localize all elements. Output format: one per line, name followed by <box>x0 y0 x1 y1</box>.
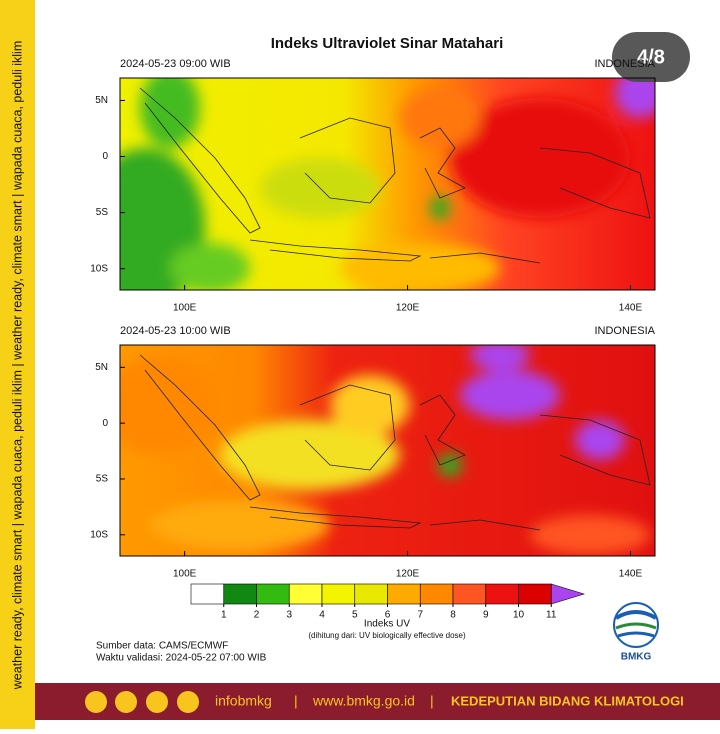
panel-region: INDONESIA <box>594 325 655 337</box>
colorbar-segment <box>256 583 290 605</box>
colorbar-segment <box>288 583 323 605</box>
footer-handle: infobmkg <box>215 693 272 709</box>
colorbar-segment <box>419 583 454 605</box>
lon-tick-label: 100E <box>173 569 197 580</box>
footer-separator: | <box>430 693 434 709</box>
colorbar-tick-label: 8 <box>450 610 456 621</box>
panel-time: 2024-05-23 10:00 WIB <box>120 325 231 337</box>
colorbar-tick-label: 1 <box>221 610 227 621</box>
colorbar-tick-label: 4 <box>319 610 325 621</box>
map-frame <box>119 77 656 291</box>
side-band <box>0 0 35 729</box>
bmkg-logo <box>613 602 659 648</box>
colorbar-note: (dihitung dari: UV biologically effectiv… <box>308 631 466 640</box>
colorbar-segment <box>223 583 257 605</box>
footer-department: KEDEPUTIAN BIDANG KLIMATOLOGI <box>451 693 684 708</box>
colorbar-tick-label: 9 <box>483 610 489 621</box>
lat-tick-label: 5S <box>96 474 109 485</box>
validity: Waktu validasi: 2024-05-22 07:00 WIB <box>96 653 267 664</box>
colorbar-tick-label: 6 <box>385 610 391 621</box>
colorbar-label: Indeks UV <box>364 619 410 630</box>
lat-tick-label: 5N <box>95 95 108 106</box>
panel-time: 2024-05-23 09:00 WIB <box>120 58 231 70</box>
colorbar-tick-label: 3 <box>286 610 292 621</box>
panel-region: INDONESIA <box>594 58 655 70</box>
colorbar-tick-label: 7 <box>417 610 423 621</box>
colorbar-tick-label: 5 <box>352 610 358 621</box>
lat-tick-label: 10S <box>90 529 108 540</box>
colorbar-segment <box>452 583 487 605</box>
lat-tick-label: 5S <box>96 207 109 218</box>
social-icons <box>85 691 199 713</box>
map-panel <box>120 345 655 556</box>
footer-website: www.bmkg.go.id <box>312 693 415 709</box>
colorbar-segment <box>190 583 225 605</box>
lon-tick-label: 100E <box>173 303 197 314</box>
colorbar-segment <box>321 583 356 605</box>
lon-tick-label: 120E <box>396 569 420 580</box>
colorbar-segment <box>387 583 421 605</box>
title: Indeks Ultraviolet Sinar Matahari <box>271 35 504 52</box>
footer-separator: | <box>294 693 298 709</box>
colorbar-tick-label: 11 <box>546 610 557 621</box>
side-text: weather ready, climate smart | wapada cu… <box>10 41 24 690</box>
lat-tick-label: 10S <box>90 263 108 274</box>
colorbar-segment <box>550 583 586 605</box>
page-indicator: 4/8 <box>637 46 665 68</box>
lat-tick-label: 5N <box>95 362 108 373</box>
colorbar-segment <box>354 583 388 605</box>
lat-tick-label: 0 <box>102 418 108 429</box>
colorbar-tick-label: 2 <box>254 610 260 621</box>
lon-tick-label: 140E <box>619 303 643 314</box>
colorbar-segment <box>518 583 552 605</box>
lon-tick-label: 120E <box>396 303 420 314</box>
colorbar-tick-label: 10 <box>513 610 525 621</box>
map-frame <box>119 344 656 557</box>
colorbar-segment <box>485 583 519 605</box>
source: Sumber data: CAMS/ECMWF <box>96 641 228 652</box>
map-panel <box>120 78 655 290</box>
logo-text: BMKG <box>621 652 652 663</box>
lat-tick-label: 0 <box>102 151 108 162</box>
page-badge <box>612 32 690 82</box>
lon-tick-label: 140E <box>619 569 643 580</box>
